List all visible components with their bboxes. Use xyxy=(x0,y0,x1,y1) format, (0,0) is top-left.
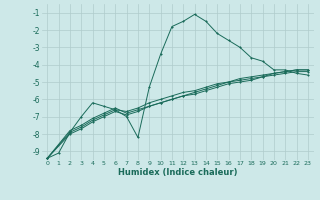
X-axis label: Humidex (Indice chaleur): Humidex (Indice chaleur) xyxy=(118,168,237,177)
